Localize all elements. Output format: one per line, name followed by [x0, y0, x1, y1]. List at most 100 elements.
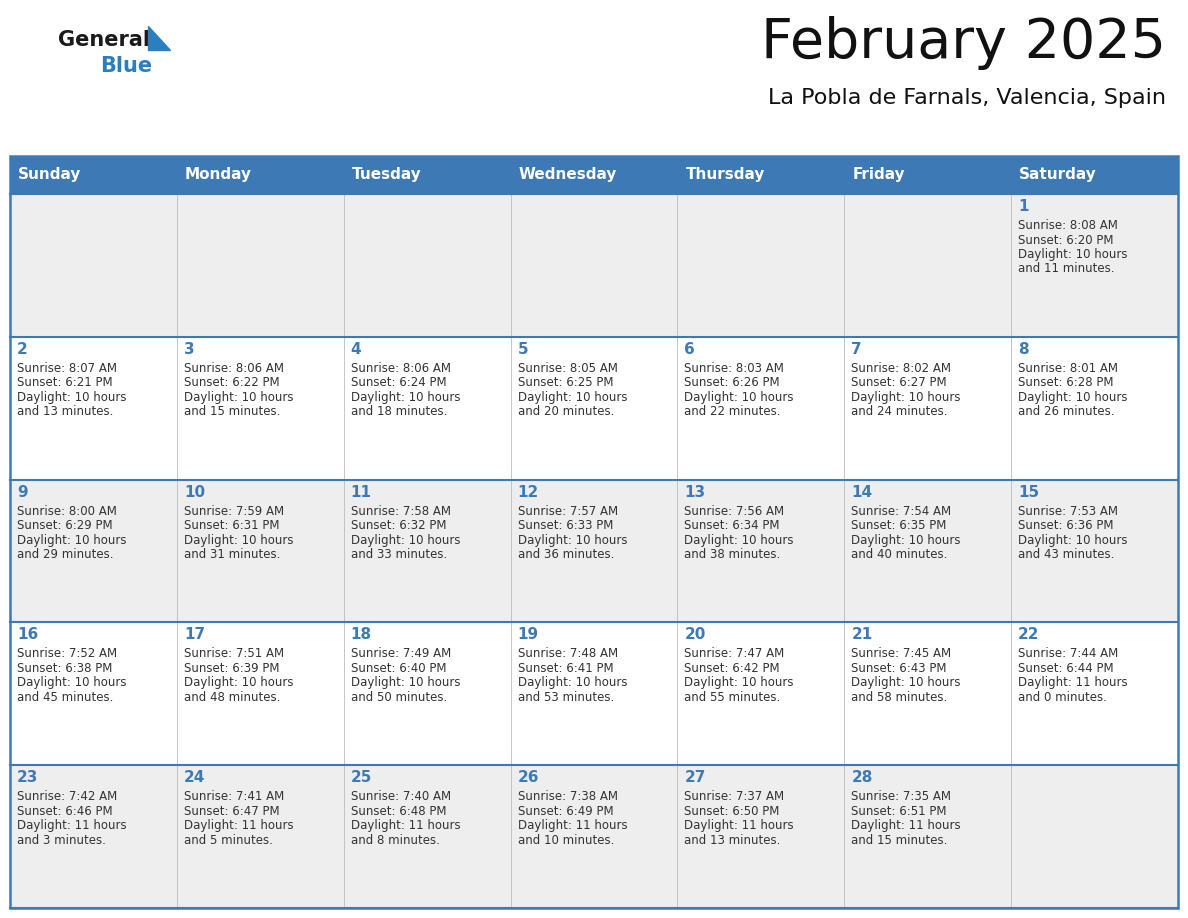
- Text: Daylight: 10 hours: Daylight: 10 hours: [518, 533, 627, 546]
- Text: and 50 minutes.: and 50 minutes.: [350, 691, 447, 704]
- Text: Sunrise: 7:57 AM: Sunrise: 7:57 AM: [518, 505, 618, 518]
- Text: Sunrise: 7:38 AM: Sunrise: 7:38 AM: [518, 790, 618, 803]
- Text: 21: 21: [852, 627, 872, 643]
- Text: Sunset: 6:49 PM: Sunset: 6:49 PM: [518, 805, 613, 818]
- Text: Daylight: 11 hours: Daylight: 11 hours: [17, 819, 127, 833]
- Text: Sunrise: 7:42 AM: Sunrise: 7:42 AM: [17, 790, 118, 803]
- Text: La Pobla de Farnals, Valencia, Spain: La Pobla de Farnals, Valencia, Spain: [767, 88, 1165, 108]
- Text: Saturday: Saturday: [1019, 167, 1097, 183]
- Bar: [177, 156, 343, 194]
- Text: Sunset: 6:20 PM: Sunset: 6:20 PM: [1018, 233, 1113, 247]
- Text: Sunrise: 8:07 AM: Sunrise: 8:07 AM: [17, 362, 116, 375]
- Text: 22: 22: [1018, 627, 1040, 643]
- Text: and 15 minutes.: and 15 minutes.: [852, 834, 948, 846]
- Text: Daylight: 11 hours: Daylight: 11 hours: [350, 819, 460, 833]
- Text: and 20 minutes.: and 20 minutes.: [518, 406, 614, 419]
- Text: Sunrise: 7:40 AM: Sunrise: 7:40 AM: [350, 790, 450, 803]
- Bar: [10, 766, 1178, 908]
- Text: Sunrise: 7:44 AM: Sunrise: 7:44 AM: [1018, 647, 1118, 660]
- Text: Sunset: 6:34 PM: Sunset: 6:34 PM: [684, 519, 781, 532]
- Bar: [845, 156, 1011, 194]
- Text: and 33 minutes.: and 33 minutes.: [350, 548, 447, 561]
- Text: and 3 minutes.: and 3 minutes.: [17, 834, 106, 846]
- Text: Sunset: 6:31 PM: Sunset: 6:31 PM: [184, 519, 279, 532]
- Text: Daylight: 10 hours: Daylight: 10 hours: [852, 677, 961, 689]
- Text: Sunrise: 7:37 AM: Sunrise: 7:37 AM: [684, 790, 784, 803]
- Text: Daylight: 11 hours: Daylight: 11 hours: [852, 819, 961, 833]
- Text: Sunset: 6:22 PM: Sunset: 6:22 PM: [184, 376, 279, 389]
- Text: Daylight: 10 hours: Daylight: 10 hours: [852, 533, 961, 546]
- Text: Sunset: 6:46 PM: Sunset: 6:46 PM: [17, 805, 113, 818]
- Text: Sunset: 6:21 PM: Sunset: 6:21 PM: [17, 376, 113, 389]
- Bar: [10, 337, 1178, 479]
- Text: and 53 minutes.: and 53 minutes.: [518, 691, 614, 704]
- Text: and 55 minutes.: and 55 minutes.: [684, 691, 781, 704]
- Text: Sunset: 6:50 PM: Sunset: 6:50 PM: [684, 805, 779, 818]
- Text: Daylight: 10 hours: Daylight: 10 hours: [1018, 391, 1127, 404]
- Text: Sunrise: 8:08 AM: Sunrise: 8:08 AM: [1018, 219, 1118, 232]
- Text: and 13 minutes.: and 13 minutes.: [17, 406, 113, 419]
- Text: and 29 minutes.: and 29 minutes.: [17, 548, 114, 561]
- Text: Sunrise: 7:47 AM: Sunrise: 7:47 AM: [684, 647, 785, 660]
- Bar: [10, 156, 177, 194]
- Text: Monday: Monday: [185, 167, 252, 183]
- Text: 25: 25: [350, 770, 372, 785]
- Text: and 38 minutes.: and 38 minutes.: [684, 548, 781, 561]
- Text: Daylight: 10 hours: Daylight: 10 hours: [184, 533, 293, 546]
- Text: Sunrise: 8:06 AM: Sunrise: 8:06 AM: [184, 362, 284, 375]
- Text: Sunset: 6:40 PM: Sunset: 6:40 PM: [350, 662, 447, 675]
- Bar: [10, 479, 1178, 622]
- Text: 3: 3: [184, 341, 195, 357]
- Text: Daylight: 10 hours: Daylight: 10 hours: [350, 677, 460, 689]
- Text: Sunrise: 7:41 AM: Sunrise: 7:41 AM: [184, 790, 284, 803]
- Text: 12: 12: [518, 485, 539, 499]
- Text: Sunrise: 8:05 AM: Sunrise: 8:05 AM: [518, 362, 618, 375]
- Text: Sunrise: 8:03 AM: Sunrise: 8:03 AM: [684, 362, 784, 375]
- Text: 4: 4: [350, 341, 361, 357]
- Text: 7: 7: [852, 341, 862, 357]
- Text: Sunrise: 7:49 AM: Sunrise: 7:49 AM: [350, 647, 451, 660]
- Text: Sunset: 6:43 PM: Sunset: 6:43 PM: [852, 662, 947, 675]
- Text: Daylight: 10 hours: Daylight: 10 hours: [1018, 533, 1127, 546]
- Text: Sunrise: 8:06 AM: Sunrise: 8:06 AM: [350, 362, 450, 375]
- Text: Daylight: 10 hours: Daylight: 10 hours: [684, 391, 794, 404]
- Text: 27: 27: [684, 770, 706, 785]
- Text: 2: 2: [17, 341, 27, 357]
- Bar: [511, 156, 677, 194]
- Text: Daylight: 10 hours: Daylight: 10 hours: [350, 533, 460, 546]
- Text: 24: 24: [184, 770, 206, 785]
- Text: and 40 minutes.: and 40 minutes.: [852, 548, 948, 561]
- Text: Sunset: 6:27 PM: Sunset: 6:27 PM: [852, 376, 947, 389]
- Text: 16: 16: [17, 627, 38, 643]
- Text: Sunrise: 7:52 AM: Sunrise: 7:52 AM: [17, 647, 118, 660]
- Text: 17: 17: [184, 627, 206, 643]
- Text: Daylight: 11 hours: Daylight: 11 hours: [518, 819, 627, 833]
- Text: Sunset: 6:48 PM: Sunset: 6:48 PM: [350, 805, 447, 818]
- Text: Daylight: 10 hours: Daylight: 10 hours: [17, 677, 126, 689]
- Bar: [10, 622, 1178, 766]
- Text: Sunrise: 8:01 AM: Sunrise: 8:01 AM: [1018, 362, 1118, 375]
- Text: Sunset: 6:25 PM: Sunset: 6:25 PM: [518, 376, 613, 389]
- Text: Daylight: 10 hours: Daylight: 10 hours: [518, 677, 627, 689]
- Text: Friday: Friday: [852, 167, 905, 183]
- Text: Sunset: 6:38 PM: Sunset: 6:38 PM: [17, 662, 113, 675]
- Text: Sunrise: 7:53 AM: Sunrise: 7:53 AM: [1018, 505, 1118, 518]
- Text: February 2025: February 2025: [762, 16, 1165, 70]
- Text: Sunset: 6:51 PM: Sunset: 6:51 PM: [852, 805, 947, 818]
- Text: Daylight: 10 hours: Daylight: 10 hours: [684, 677, 794, 689]
- Text: Blue: Blue: [100, 56, 152, 76]
- Text: Sunrise: 8:02 AM: Sunrise: 8:02 AM: [852, 362, 952, 375]
- Text: Daylight: 10 hours: Daylight: 10 hours: [684, 533, 794, 546]
- Text: and 43 minutes.: and 43 minutes.: [1018, 548, 1114, 561]
- Text: Sunset: 6:28 PM: Sunset: 6:28 PM: [1018, 376, 1113, 389]
- Text: and 5 minutes.: and 5 minutes.: [184, 834, 273, 846]
- Text: Sunrise: 7:51 AM: Sunrise: 7:51 AM: [184, 647, 284, 660]
- Text: Sunset: 6:44 PM: Sunset: 6:44 PM: [1018, 662, 1114, 675]
- Text: General: General: [58, 30, 150, 50]
- Text: 23: 23: [17, 770, 38, 785]
- Text: Sunset: 6:39 PM: Sunset: 6:39 PM: [184, 662, 279, 675]
- Text: 13: 13: [684, 485, 706, 499]
- Bar: [1011, 156, 1178, 194]
- Text: Wednesday: Wednesday: [519, 167, 617, 183]
- Text: and 45 minutes.: and 45 minutes.: [17, 691, 113, 704]
